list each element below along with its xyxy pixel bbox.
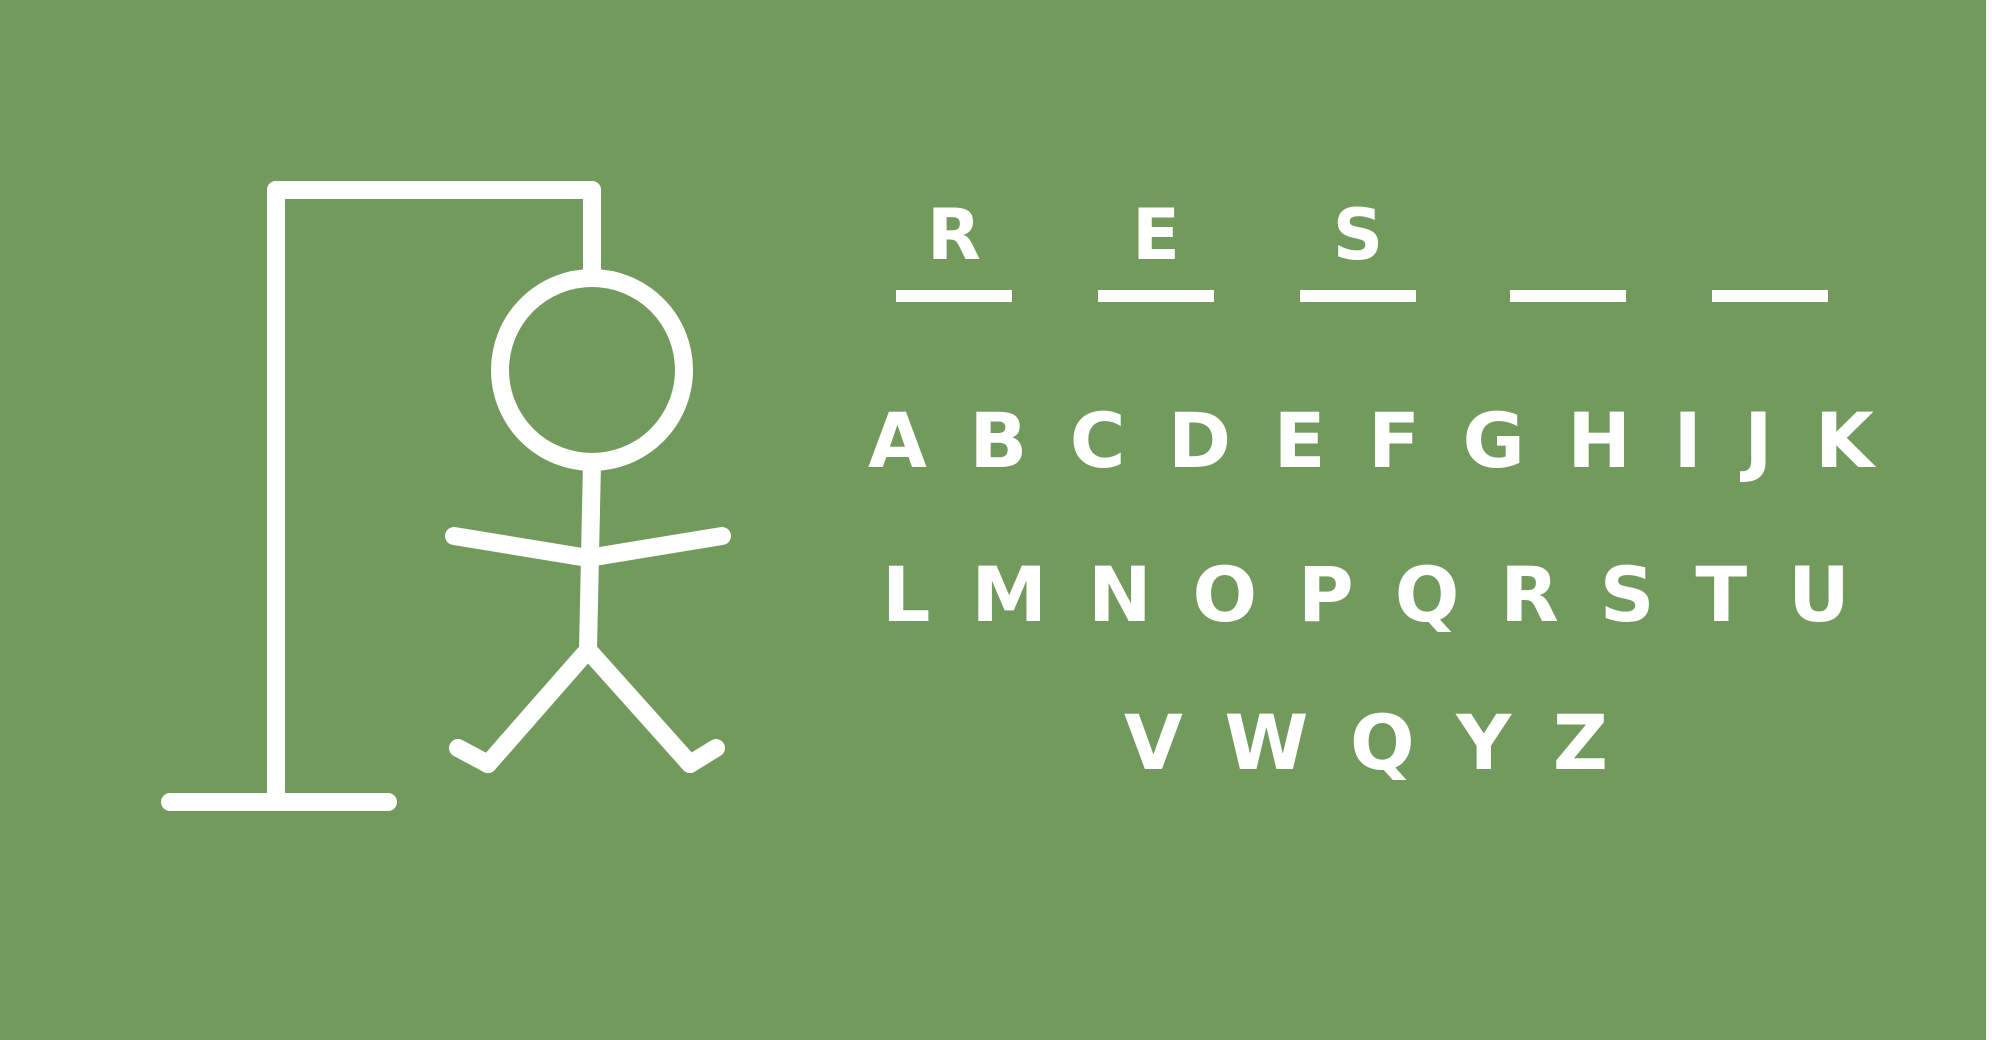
key-e[interactable]: E (1273, 396, 1326, 485)
key-l[interactable]: L (882, 550, 931, 639)
hangman-right-leg (579, 641, 699, 773)
slot-letter: R (927, 194, 981, 276)
slot-underline (1712, 290, 1828, 302)
key-h[interactable]: H (1567, 396, 1631, 485)
key-f[interactable]: F (1368, 396, 1420, 485)
key-r[interactable]: R (1500, 550, 1559, 639)
slot-letter (1712, 196, 1828, 274)
key-q-alt[interactable]: Q (1349, 698, 1415, 787)
key-w[interactable]: W (1224, 698, 1309, 787)
key-z[interactable]: Z (1552, 698, 1608, 787)
key-n[interactable]: N (1087, 550, 1152, 639)
slot-letter (1510, 196, 1626, 274)
hangman-right-arm (579, 527, 731, 567)
keyboard-row-1: A B C D E F G H I J K (868, 396, 1874, 486)
hangman-right-foot (681, 739, 725, 773)
key-t[interactable]: T (1695, 550, 1748, 639)
key-b[interactable]: B (969, 396, 1028, 485)
slot-underline (1300, 290, 1416, 302)
key-g[interactable]: G (1462, 396, 1525, 485)
key-s[interactable]: S (1599, 550, 1655, 639)
letter-slot (1712, 196, 1828, 306)
key-y[interactable]: Y (1456, 698, 1512, 787)
key-k[interactable]: K (1815, 396, 1874, 485)
key-p[interactable]: P (1298, 550, 1354, 639)
key-d[interactable]: D (1168, 396, 1232, 485)
hangman-left-leg (479, 641, 597, 773)
key-v[interactable]: V (1124, 698, 1183, 787)
letter-slot: R (896, 196, 1012, 306)
key-c[interactable]: C (1069, 396, 1126, 485)
letter-slot: S (1300, 196, 1416, 306)
key-o[interactable]: O (1192, 550, 1258, 639)
key-u[interactable]: U (1788, 550, 1850, 639)
hangman-left-arm (445, 527, 597, 567)
key-i[interactable]: I (1673, 396, 1702, 485)
slot-underline (1098, 290, 1214, 302)
slot-letter: E (1132, 194, 1180, 276)
slot-underline (896, 290, 1012, 302)
key-a[interactable]: A (868, 396, 927, 485)
key-q[interactable]: Q (1394, 550, 1460, 639)
key-j[interactable]: J (1744, 396, 1773, 485)
keyboard-row-3: V W Q Y Z (1124, 698, 1608, 788)
hangman-left-foot (449, 739, 497, 773)
letter-slot: E (1098, 196, 1214, 306)
hangman-head (491, 269, 693, 471)
key-m[interactable]: M (971, 550, 1048, 639)
slot-letter: S (1332, 194, 1384, 276)
letter-slot (1510, 196, 1626, 306)
slot-underline (1510, 290, 1626, 302)
keyboard-row-2: L M N O P Q R S T U (882, 550, 1850, 640)
